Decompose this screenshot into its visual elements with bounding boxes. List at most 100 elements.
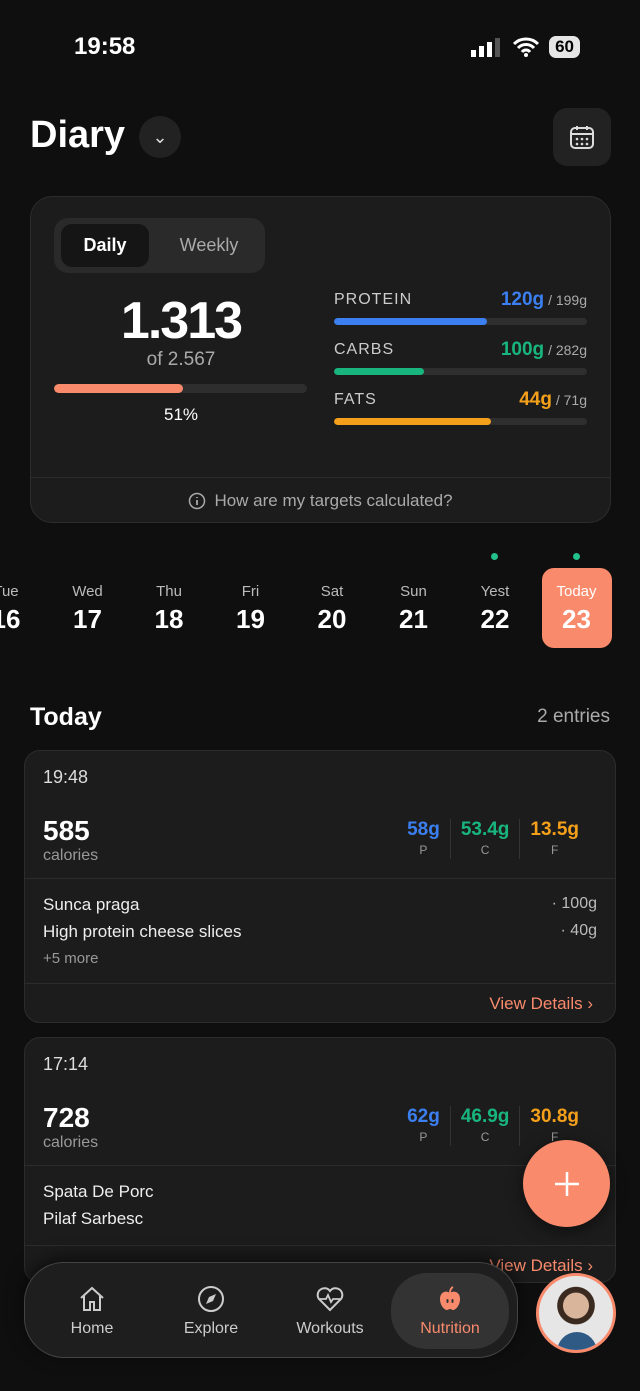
day-name: Tue <box>0 583 19 600</box>
food-qty: · 100g <box>551 895 597 912</box>
day-strip[interactable]: Tue 16 Wed 17 Thu 18 Fri 19 Sat 20 Sun 21 Yest 22 Toda… <box>0 553 640 650</box>
macro-protein: PROTEIN 120g / 199g <box>334 289 587 325</box>
status-time: 19:58 <box>74 33 136 60</box>
macro-value: 44g / 71g <box>519 389 587 410</box>
battery-level: 60 <box>549 36 580 58</box>
protein-letter: P <box>419 843 428 857</box>
day-name: Wed <box>72 583 103 600</box>
nav-workouts[interactable]: Workouts <box>271 1273 389 1349</box>
day-19[interactable]: Fri 19 <box>216 580 286 635</box>
wifi-icon <box>513 37 540 57</box>
day-17[interactable]: Wed 17 <box>53 580 123 635</box>
targets-info-text: How are my targets calculated? <box>214 490 453 510</box>
divider <box>25 983 615 984</box>
add-entry-button[interactable] <box>523 1140 610 1227</box>
home-icon <box>80 1286 104 1311</box>
day-number: 17 <box>73 604 102 634</box>
targets-info-link[interactable]: How are my targets calculated? <box>31 477 610 523</box>
profile-avatar[interactable] <box>536 1273 616 1353</box>
day-number: 18 <box>154 604 184 634</box>
macro-progress <box>334 368 587 375</box>
summary-card: Daily Weekly 1.313 of 2.567 51% PROTEIN … <box>30 196 611 523</box>
meal-entry[interactable]: 19:48 585 calories 58g P 53.4g C 13.5g F Su… <box>24 750 616 1023</box>
period-toggle: Daily Weekly <box>54 218 265 273</box>
nav-explore[interactable]: Explore <box>152 1273 270 1349</box>
entries-count: 2 entries <box>537 706 610 727</box>
entry-carbs: 46.9g <box>460 1106 510 1127</box>
day-number: 19 <box>236 604 265 634</box>
entry-carbs: 53.4g <box>460 819 510 840</box>
calories-target: of 2.567 <box>146 349 216 370</box>
fats-letter: F <box>551 843 559 857</box>
logged-indicator <box>572 553 580 560</box>
day-name: Thu <box>156 583 182 600</box>
day-number: 21 <box>399 604 428 634</box>
more-foods: +5 more <box>43 950 99 967</box>
day-21[interactable]: Sun 21 <box>379 580 449 635</box>
day-number: 16 <box>0 604 21 634</box>
apple-icon <box>440 1286 460 1310</box>
nav-label: Workouts <box>296 1320 364 1337</box>
nav-label: Explore <box>183 1320 239 1337</box>
meal-entry[interactable]: 17:14 728 calories 62g P 46.9g C 30.8g F Sp… <box>24 1037 616 1283</box>
day-number: 22 <box>480 604 510 634</box>
entry-fats: 30.8g <box>530 1106 579 1127</box>
divider <box>25 1165 615 1166</box>
food-item: Sunca praga <box>43 895 140 914</box>
calendar-button[interactable] <box>553 108 611 166</box>
day-name: Fri <box>241 583 260 600</box>
logged-indicator <box>491 553 498 560</box>
entry-protein: 62g <box>407 1106 440 1127</box>
entry-protein: 58g <box>407 819 440 840</box>
day-16[interactable]: Tue 16 <box>0 580 41 635</box>
tab-daily[interactable]: Daily <box>61 224 149 267</box>
day-number: 20 <box>317 604 347 634</box>
carbs-letter: C <box>480 1130 490 1144</box>
divider <box>25 1245 615 1246</box>
status-icons: 60 <box>471 36 580 58</box>
macro-progress <box>334 418 587 425</box>
diary-dropdown-button[interactable]: ⌄ <box>139 116 181 158</box>
day-name: Sun <box>400 583 427 600</box>
plus-icon <box>554 1171 579 1196</box>
section-title: Today <box>30 703 102 731</box>
macro-label: CARBS <box>334 341 395 358</box>
info-icon <box>189 492 206 509</box>
food-qty: · 40g <box>560 922 597 939</box>
calories-percent: 51% <box>163 405 199 424</box>
entry-time: 17:14 <box>43 1054 89 1074</box>
macro-value: 100g / 282g <box>500 339 587 360</box>
day-name: Yest <box>480 583 510 600</box>
entry-calories-label: calories <box>43 847 99 864</box>
carbs-letter: C <box>480 843 490 857</box>
entry-fats: 13.5g <box>530 819 579 840</box>
macro-carbs: CARBS 100g / 282g <box>334 339 587 375</box>
compass-icon <box>198 1286 224 1312</box>
day-18[interactable]: Thu 18 <box>134 580 204 635</box>
chevron-down-icon: ⌄ <box>152 126 168 147</box>
fats-letter: F <box>551 1130 559 1144</box>
macro-progress <box>334 318 587 325</box>
food-item: Spata De Porc <box>43 1182 154 1201</box>
nav-home[interactable]: Home <box>33 1273 151 1349</box>
day-name: Sat <box>320 583 344 600</box>
protein-letter: P <box>419 1130 428 1144</box>
nav-nutrition[interactable]: Nutrition <box>391 1273 509 1349</box>
tab-weekly[interactable]: Weekly <box>179 235 239 255</box>
day-20[interactable]: Sat 20 <box>297 580 367 635</box>
entry-macros: 62g P 46.9g C 30.8g F <box>397 1106 589 1146</box>
entry-macros: 58g P 53.4g C 13.5g F <box>397 819 589 859</box>
nav-label: Home <box>70 1320 114 1337</box>
nav-label: Nutrition <box>420 1320 480 1337</box>
day-23[interactable]: Today 23 <box>541 568 612 648</box>
view-details-link[interactable]: View Details › <box>489 1256 593 1275</box>
macro-label: PROTEIN <box>334 291 413 308</box>
view-details-link[interactable]: View Details › <box>489 994 593 1013</box>
food-item: High protein cheese slices <box>43 922 242 941</box>
food-item: Pilaf Sarbesc <box>43 1209 144 1228</box>
macro-label: FATS <box>334 391 377 408</box>
day-22[interactable]: Yest 22 <box>460 580 530 635</box>
macro-fats: FATS 44g / 71g <box>334 389 587 425</box>
entry-time: 19:48 <box>43 767 89 787</box>
entry-calories: 585 <box>43 815 90 846</box>
